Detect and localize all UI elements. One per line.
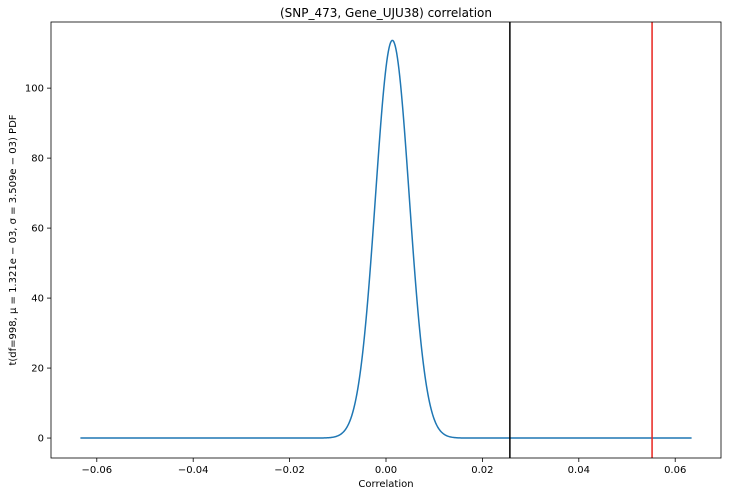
y-tick-label: 100 bbox=[25, 84, 44, 95]
y-tick-label: 80 bbox=[31, 154, 44, 165]
y-axis-ticks: 0 20 40 60 80 100 bbox=[25, 84, 51, 445]
pdf-curve-line bbox=[80, 39, 692, 439]
y-tick-label: 20 bbox=[31, 364, 44, 375]
y-tick-label: 0 bbox=[38, 434, 44, 445]
y-tick-label: 60 bbox=[31, 224, 44, 235]
x-tick-label: −0.04 bbox=[178, 465, 209, 476]
x-tick-label: −0.06 bbox=[81, 465, 112, 476]
chart-title: (SNP_473, Gene_UJU38) correlation bbox=[280, 6, 492, 20]
x-tick-label: 0.00 bbox=[375, 465, 397, 476]
x-tick-label: 0.02 bbox=[471, 465, 493, 476]
plot-area bbox=[80, 22, 692, 458]
x-tick-label: 0.06 bbox=[664, 465, 686, 476]
x-tick-label: 0.04 bbox=[568, 465, 590, 476]
x-tick-label: −0.02 bbox=[274, 465, 305, 476]
plot-frame bbox=[50, 21, 722, 459]
y-tick-label: 40 bbox=[31, 294, 44, 305]
x-axis-label: Correlation bbox=[358, 479, 413, 490]
x-axis-ticks: −0.06 −0.04 −0.02 0.00 0.02 0.04 0.06 bbox=[81, 458, 686, 476]
y-axis-label: t(df=998, μ = 1.321e − 03, σ = 3.509e − … bbox=[8, 114, 19, 365]
